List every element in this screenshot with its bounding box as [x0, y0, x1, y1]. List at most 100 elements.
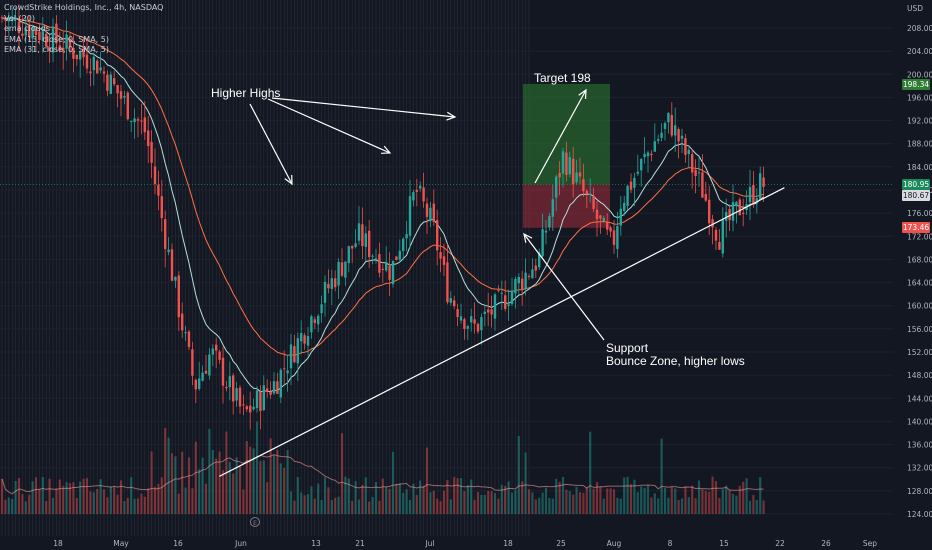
candle-body	[306, 336, 310, 346]
candle-body	[235, 388, 238, 401]
volume-bar	[102, 489, 106, 514]
volume-bar	[561, 477, 565, 514]
volume-bar	[483, 495, 486, 514]
volume-bar	[704, 491, 707, 514]
higher-high-arrow-1[interactable]	[249, 103, 293, 186]
indicator-ema-31[interactable]: EMA (31, close, 0, SMA, 5)	[4, 45, 109, 54]
price-axis[interactable]: 124.00 128.00 132.00 136.00 140.00 144.00 148.…	[893, 0, 932, 550]
target-label[interactable]: Target 198	[534, 71, 591, 85]
candle-body	[232, 375, 235, 402]
candle-body	[646, 152, 650, 157]
candle-body	[194, 379, 197, 390]
volume-bar	[334, 497, 337, 514]
current-price-tag: 180.95	[902, 179, 930, 190]
volume-bar	[517, 436, 520, 514]
volume-bar	[72, 482, 75, 514]
indicator-ema-13[interactable]: EMA (13, close, 0, SMA, 5)	[4, 34, 109, 44]
support-arrow[interactable]	[523, 232, 605, 341]
volume-bar	[708, 491, 711, 514]
candle-body	[558, 172, 561, 178]
volume-bar	[575, 487, 578, 514]
candle-body	[640, 159, 643, 171]
volume-bar	[721, 489, 724, 514]
candle-body	[738, 199, 741, 216]
higher-highs-label[interactable]: Higher Highs	[211, 86, 281, 100]
volume-bar	[759, 477, 762, 514]
candle-body	[636, 171, 639, 174]
drawings[interactable]	[219, 88, 785, 477]
symbol-title[interactable]: CrowdStrike Holdings, Inc., 4h, NASDAQ	[4, 3, 164, 12]
volume-bar	[215, 458, 218, 514]
candle-body	[89, 71, 92, 74]
support-trendline[interactable]	[219, 187, 785, 477]
candle-body	[677, 129, 680, 142]
candle-body	[385, 261, 388, 271]
volume-bar	[147, 488, 150, 514]
volume-bar	[432, 490, 435, 514]
candle-body	[419, 185, 422, 189]
volume-bar	[650, 497, 653, 514]
candle-body	[728, 209, 731, 221]
candle-body	[575, 172, 578, 183]
higher-high-arrow-2[interactable]	[267, 98, 392, 154]
volume-bar	[130, 477, 133, 514]
price-tick: 128.00	[907, 487, 932, 496]
indicator-ema-clouds[interactable]: ema clouds	[4, 24, 50, 33]
candle-body	[313, 319, 316, 323]
candle-body	[544, 230, 548, 233]
candle-body	[660, 132, 663, 138]
candle-body	[221, 357, 225, 386]
candle-body	[633, 177, 636, 188]
candle-body	[398, 250, 401, 260]
volume-bar	[249, 446, 252, 514]
price-tick: 148.00	[907, 371, 932, 380]
candle-body	[735, 201, 738, 207]
candle-body	[181, 313, 184, 331]
price-tick: 184.00	[907, 163, 932, 172]
volume-bar	[58, 479, 61, 514]
candle-body	[351, 245, 354, 249]
volume-bar	[174, 456, 177, 514]
candle-body	[609, 227, 612, 232]
candle-body	[470, 316, 473, 323]
support-label-line1[interactable]: Support	[606, 341, 649, 355]
candle-body	[459, 316, 463, 321]
volume-bar	[276, 449, 279, 514]
volume-bar	[286, 450, 289, 514]
candle-body	[507, 304, 510, 306]
ema-13-line	[1, 17, 764, 393]
candle-body	[449, 298, 452, 303]
price-tick: 200.00	[907, 70, 932, 79]
volume-bar	[592, 488, 595, 514]
volume-bar	[160, 477, 163, 514]
candle-body	[555, 176, 558, 198]
time-tick: 8	[668, 539, 673, 548]
candle-body	[116, 85, 119, 94]
candle-body	[337, 261, 340, 286]
candle-body	[595, 209, 599, 220]
volume-bar	[89, 491, 92, 514]
event-icon[interactable]: E	[250, 517, 260, 528]
candle-body	[711, 219, 714, 228]
price-tick: 124.00	[907, 510, 932, 519]
higher-high-arrow-3[interactable]	[271, 97, 457, 121]
price-tick: 208.00	[907, 24, 932, 33]
indicator-volume[interactable]: Vol (20)	[4, 13, 35, 23]
candle-body	[493, 294, 497, 319]
time-axis[interactable]: 18 May 16 Jun 13 21 Jul 18 25 Aug 8 15 22 26 Sep	[0, 536, 893, 550]
volume-bar	[204, 483, 208, 514]
volume-bar	[385, 487, 388, 514]
volume-bar	[497, 498, 500, 514]
volume-bar	[368, 501, 371, 514]
volume-bar	[41, 477, 44, 514]
volume-bar	[391, 451, 395, 514]
price-tick: 196.00	[907, 93, 932, 102]
candle-body	[96, 60, 99, 74]
candle-body	[691, 154, 694, 173]
support-label-line2[interactable]: Bounce Zone, higher lows	[606, 354, 745, 368]
candle-body	[344, 261, 347, 278]
volume-bar	[51, 497, 55, 514]
volume-bar	[599, 486, 602, 514]
target-arrow[interactable]	[534, 88, 587, 184]
